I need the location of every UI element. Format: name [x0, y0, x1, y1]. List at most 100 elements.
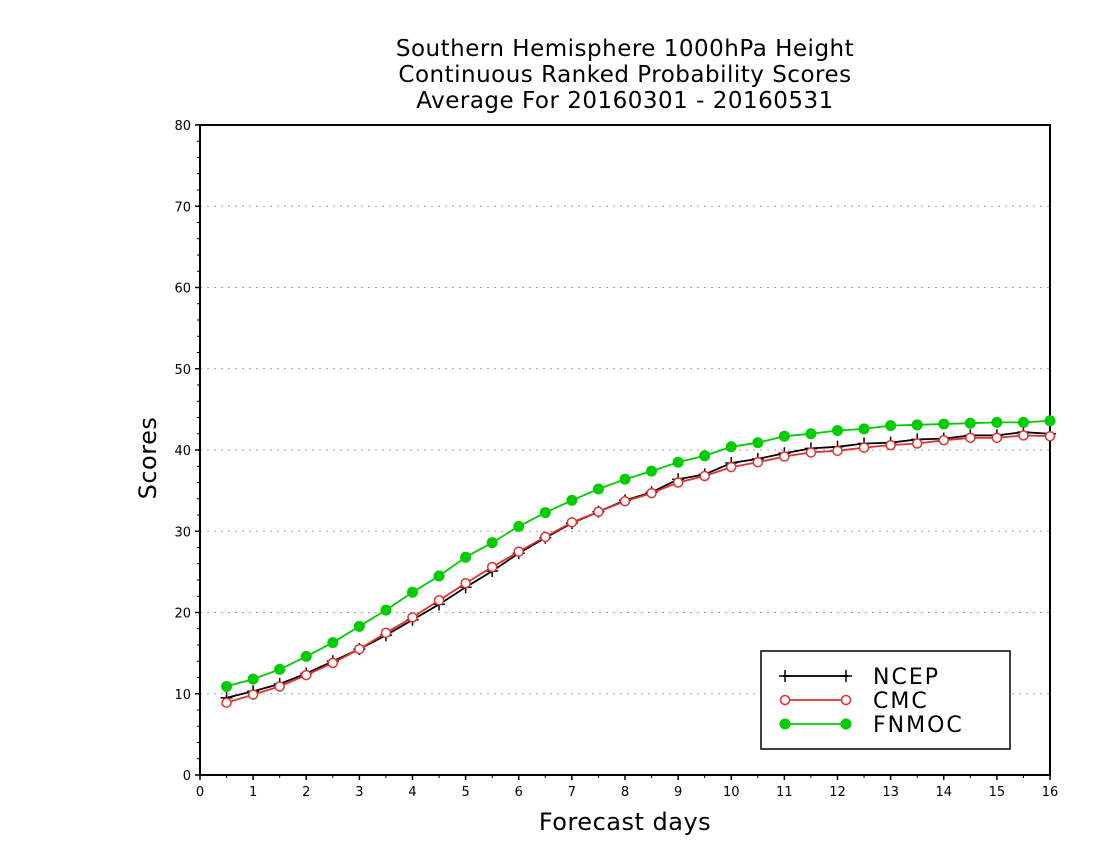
x-tick-label: 12: [829, 785, 846, 800]
series-fnmoc: [221, 415, 1056, 692]
data-point: [380, 604, 392, 616]
x-tick-label: 15: [989, 785, 1006, 800]
data-point: [539, 507, 551, 519]
data-point: [1018, 430, 1029, 441]
data-point: [699, 450, 711, 462]
x-tick-label: 0: [196, 785, 204, 800]
legend-label: NCEP: [873, 665, 940, 690]
data-point: [1044, 430, 1056, 442]
y-tick-label: 70: [174, 200, 191, 215]
series-cmc: [221, 430, 1056, 708]
data-point: [885, 420, 897, 432]
data-point: [1017, 416, 1029, 428]
data-point: [840, 718, 852, 730]
x-tick-label: 7: [568, 785, 576, 800]
data-point: [486, 561, 498, 573]
data-point: [300, 650, 312, 662]
data-point: [566, 494, 578, 506]
data-point: [619, 495, 631, 507]
y-tick-label: 20: [174, 607, 191, 622]
data-point: [938, 418, 950, 430]
data-point: [247, 689, 259, 700]
x-axis-label: Forecast days: [538, 808, 712, 836]
y-tick-label: 50: [174, 363, 191, 378]
y-tick-label: 10: [174, 688, 191, 703]
data-point: [327, 637, 339, 649]
data-point: [301, 669, 312, 681]
series-line: [226, 419, 1051, 688]
data-point: [778, 430, 790, 442]
data-point: [938, 435, 949, 446]
data-point: [380, 627, 392, 639]
data-point: [353, 620, 365, 632]
data-point: [805, 428, 817, 440]
y-tick-label: 40: [174, 444, 191, 459]
data-point: [327, 657, 339, 669]
data-point: [752, 456, 764, 468]
y-tick-label: 80: [174, 119, 191, 134]
data-point: [460, 578, 471, 589]
data-point: [858, 442, 870, 453]
data-point: [672, 456, 684, 468]
x-tick-label: 10: [723, 785, 740, 800]
data-point: [699, 470, 710, 482]
data-point: [779, 451, 790, 462]
data-point: [433, 570, 445, 582]
data-point: [752, 437, 764, 449]
data-point: [725, 441, 737, 453]
data-point: [805, 447, 817, 458]
data-point: [646, 487, 657, 499]
x-tick-label: 2: [302, 785, 310, 800]
x-tick-label: 13: [882, 785, 899, 800]
chart-title-line-2: Continuous Ranked Probability Scores: [398, 62, 852, 88]
data-point: [274, 663, 286, 675]
legend-label: FNMOC: [873, 713, 964, 738]
y-tick-label: 60: [174, 282, 191, 297]
data-point: [672, 477, 684, 488]
data-point: [991, 416, 1003, 428]
x-tick-label: 8: [621, 785, 629, 800]
data-point: [274, 681, 285, 692]
data-point: [840, 694, 852, 706]
data-point: [1044, 415, 1056, 427]
x-tick-label: 16: [1042, 785, 1059, 800]
data-point: [486, 537, 498, 549]
data-point: [726, 461, 737, 473]
legend-label: CMC: [873, 689, 929, 714]
data-point: [619, 473, 631, 485]
data-point: [911, 419, 923, 431]
data-point: [513, 520, 525, 532]
x-tick-label: 3: [355, 785, 363, 800]
x-tick-label: 14: [935, 785, 952, 800]
data-point: [221, 680, 233, 692]
data-point: [513, 546, 524, 557]
data-point: [779, 718, 791, 730]
x-tick-label: 5: [461, 785, 469, 800]
data-point: [566, 517, 578, 528]
y-tick-label: 0: [183, 769, 191, 784]
data-point: [646, 465, 658, 477]
x-tick-label: 4: [408, 785, 416, 800]
data-point: [247, 673, 259, 685]
chart-title-line-1: Southern Hemisphere 1000hPa Height: [395, 36, 855, 62]
data-point: [407, 612, 418, 623]
x-tick-label: 6: [515, 785, 523, 800]
data-point: [911, 438, 923, 449]
y-axis-label: Scores: [134, 416, 162, 500]
data-point: [460, 551, 472, 563]
data-point: [407, 586, 418, 598]
x-tick-label: 11: [776, 785, 793, 800]
data-point: [354, 643, 365, 655]
data-point: [832, 425, 843, 436]
data-point: [221, 697, 232, 708]
data-point: [779, 694, 791, 706]
data-point: [991, 432, 1003, 444]
data-point: [858, 423, 870, 435]
data-point: [965, 432, 976, 444]
data-point: [540, 531, 551, 543]
data-point: [593, 506, 604, 517]
data-point: [592, 483, 604, 495]
